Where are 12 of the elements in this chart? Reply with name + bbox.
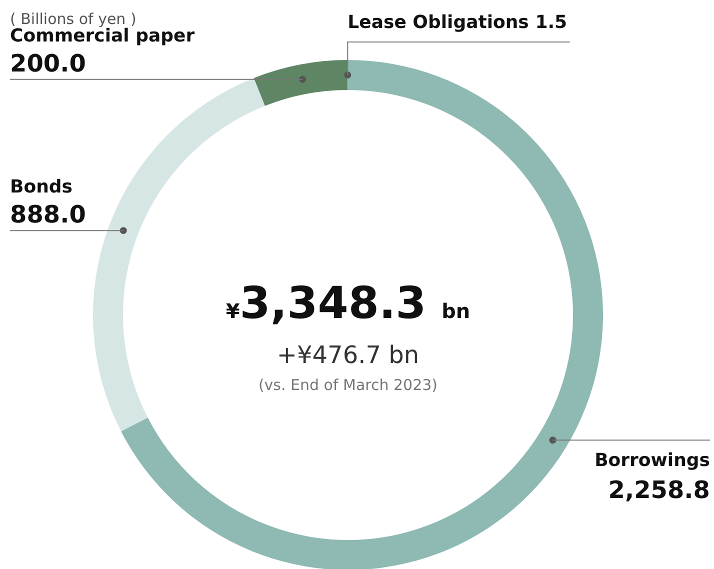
slice-label: Bonds [10,176,72,198]
slice-label: Lease Obligations [348,12,529,33]
slice-label: Borrowings [594,450,710,472]
donut-slice [254,60,348,106]
data-label: 888.0 [10,200,86,229]
data-label: 2,258.8 [608,476,710,504]
chart-subtitle: ( Billions of yen ) [10,10,136,28]
data-label: 1.5 [535,12,568,33]
text: (vs. End of March 2023) [258,376,438,394]
text: ¥3,348.3 bn [226,278,470,329]
data-label: 200.0 [10,49,86,78]
text: +¥476.7 bn [276,341,420,369]
